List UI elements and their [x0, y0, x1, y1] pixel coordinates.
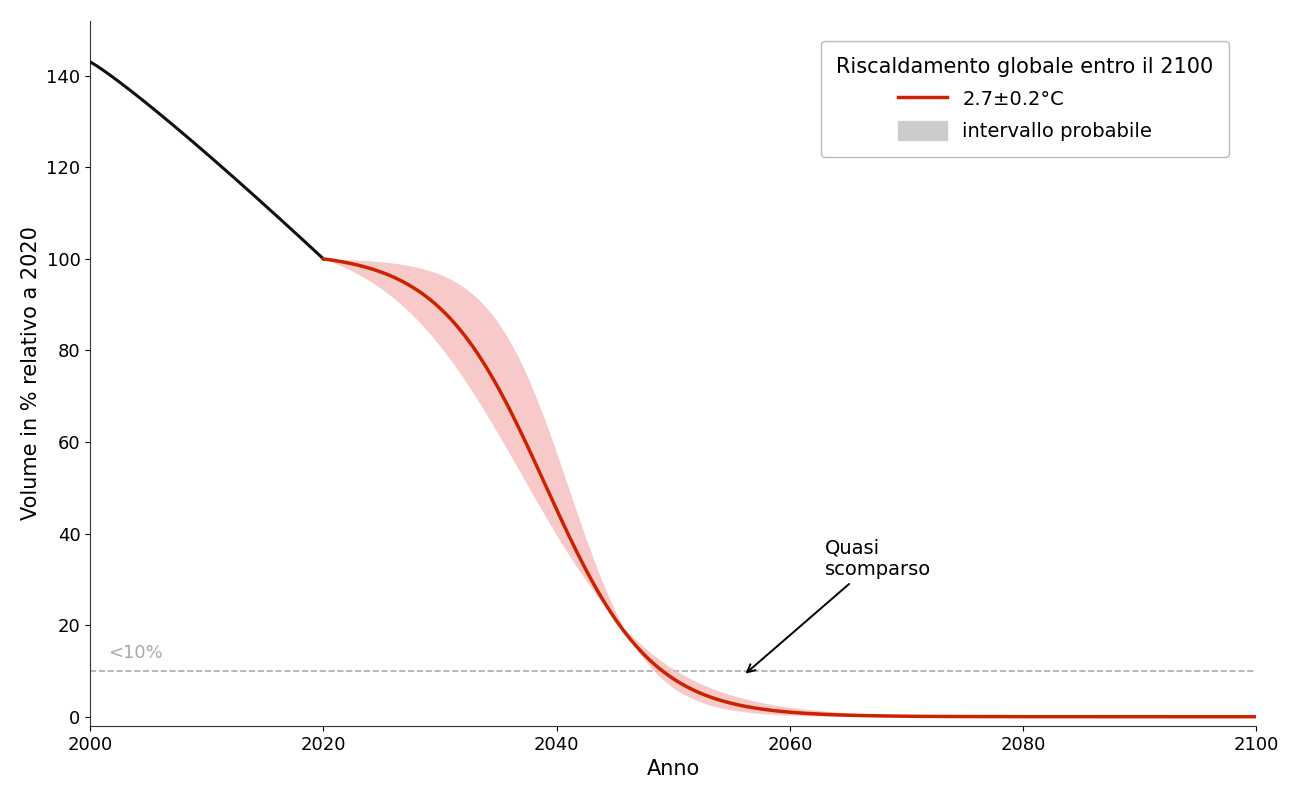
Text: <10%: <10% — [108, 644, 162, 662]
X-axis label: Anno: Anno — [646, 759, 699, 779]
Legend: 2.7±0.2°C, intervallo probabile: 2.7±0.2°C, intervallo probabile — [820, 41, 1230, 157]
Y-axis label: Volume in % relativo a 2020: Volume in % relativo a 2020 — [21, 226, 40, 520]
Text: Quasi
scomparso: Quasi scomparso — [747, 538, 931, 672]
